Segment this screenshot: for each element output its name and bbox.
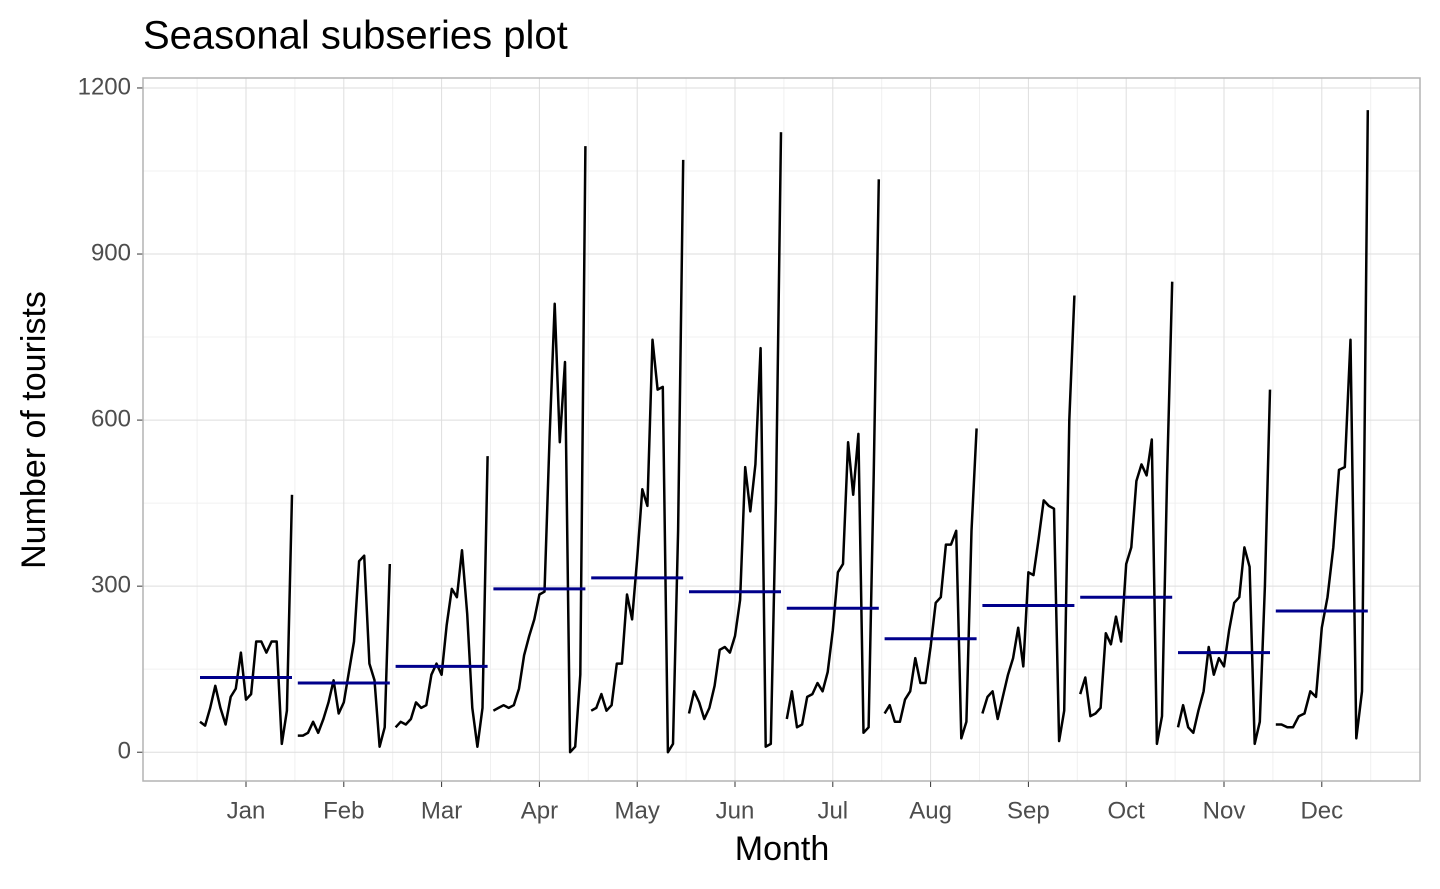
y-tick-label: 900 — [91, 239, 131, 266]
y-tick-label: 600 — [91, 405, 131, 432]
y-tick-label: 1200 — [78, 73, 131, 100]
subseries-line — [1176, 389, 1272, 746]
x-tick-label: May — [615, 797, 660, 824]
subseries-line — [785, 179, 881, 735]
subseries-line — [687, 132, 783, 748]
y-axis-label: Number of tourists — [15, 291, 53, 569]
subseries-line — [981, 295, 1076, 743]
plot-border — [142, 77, 1421, 782]
x-tick-label: Feb — [323, 797, 364, 824]
y-tick-label: 300 — [91, 571, 131, 598]
subseries-line — [590, 159, 685, 754]
subseries-line — [1275, 110, 1370, 740]
x-tick-label: Apr — [521, 797, 558, 824]
chart-title: Seasonal subseries plot — [143, 14, 568, 58]
x-tick-label: Nov — [1203, 797, 1246, 824]
subseries-line — [199, 494, 294, 746]
subseries-line — [492, 146, 587, 754]
x-tick-label: Sep — [1007, 797, 1050, 824]
x-axis-label: Month — [735, 830, 830, 868]
subseries-line — [883, 428, 978, 740]
x-tick-label: Aug — [909, 797, 952, 824]
x-tick-label: Jun — [716, 797, 755, 824]
x-tick-label: Oct — [1108, 797, 1146, 824]
subseries-line — [297, 554, 392, 748]
y-tick-label: 0 — [118, 738, 131, 765]
subseries-line — [1079, 281, 1174, 746]
subseries-line — [394, 456, 489, 748]
x-tick-label: Jan — [227, 797, 266, 824]
x-tick-label: Jul — [817, 797, 848, 824]
x-tick-label: Mar — [421, 797, 462, 824]
x-tick-label: Dec — [1300, 797, 1343, 824]
